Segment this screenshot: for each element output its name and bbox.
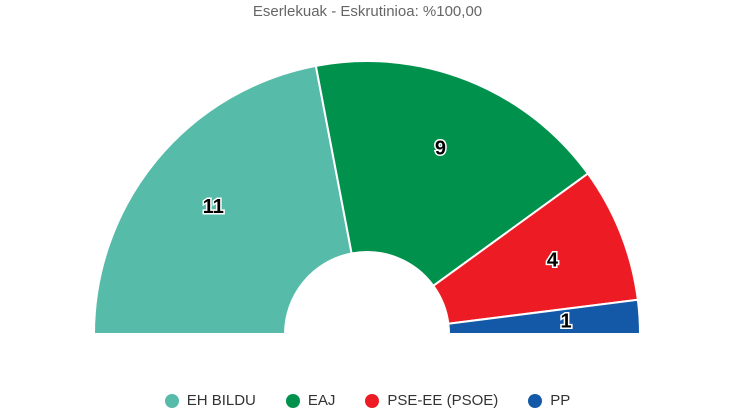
data-label-eaj: 9	[435, 138, 446, 160]
legend-item-pse-ee[interactable]: PSE-EE (PSOE)	[365, 392, 498, 409]
data-label-pp: 1	[561, 310, 572, 332]
chart-data-labels: 11 9 4 1	[201, 136, 573, 334]
legend-label-eh-bildu: EH BILDU	[186, 392, 256, 409]
legend-item-eaj[interactable]: EAJ	[285, 392, 336, 409]
slice-pp[interactable]	[447, 298, 641, 335]
legend-item-eh-bildu[interactable]: EH BILDU	[164, 392, 256, 409]
legend-item-pp[interactable]: PP	[528, 392, 570, 409]
legend-swatch-eh-bildu	[164, 393, 179, 408]
chart-slices	[93, 60, 641, 335]
data-label-eh-bildu: 11	[203, 196, 224, 218]
legend-label-eaj: EAJ	[307, 392, 336, 409]
legend-swatch-eaj	[285, 393, 300, 408]
data-label-pse-ee-psoe: 4	[547, 250, 559, 272]
legend-swatch-pp	[528, 393, 543, 408]
slice-eh-bildu[interactable]	[93, 64, 353, 335]
chart-legend: EH BILDU EAJ PSE-EE (PSOE) PP	[0, 392, 735, 409]
legend-swatch-pse-ee	[365, 393, 380, 408]
slice-eaj[interactable]	[314, 60, 589, 287]
legend-label-pp: PP	[550, 392, 571, 409]
chart-title: Eserlekuak - Eskrutinioa: %100,00	[252, 3, 483, 20]
legend-label-pse-ee: PSE-EE (PSOE)	[387, 392, 499, 409]
